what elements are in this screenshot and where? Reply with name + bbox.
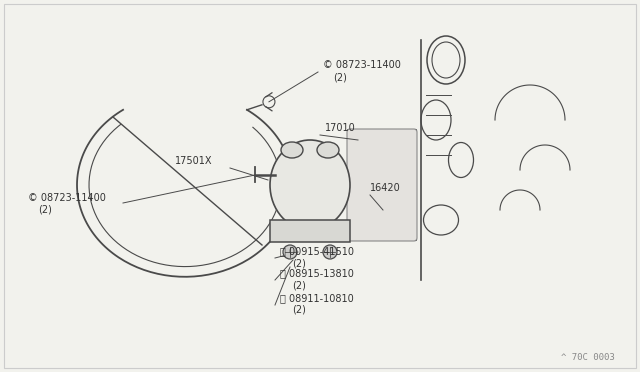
Text: Ⓚ 00915-41510: Ⓚ 00915-41510 <box>280 246 354 256</box>
Text: (2): (2) <box>292 280 306 290</box>
Text: 16420: 16420 <box>370 183 401 193</box>
Text: (2): (2) <box>333 72 347 82</box>
Text: 17501X: 17501X <box>175 156 212 166</box>
Circle shape <box>283 245 297 259</box>
Text: Ⓝ 08911-10810: Ⓝ 08911-10810 <box>280 293 354 303</box>
Text: 17010: 17010 <box>325 123 356 133</box>
Ellipse shape <box>281 142 303 158</box>
Bar <box>348 130 416 240</box>
Text: © 08723-11400: © 08723-11400 <box>28 193 106 203</box>
Text: © 08723-11400: © 08723-11400 <box>323 60 401 70</box>
Text: ^ 70C 0003: ^ 70C 0003 <box>561 353 615 362</box>
Ellipse shape <box>317 142 339 158</box>
FancyBboxPatch shape <box>347 129 417 241</box>
Text: (2): (2) <box>292 305 306 315</box>
Text: Ⓜ 08915-13810: Ⓜ 08915-13810 <box>280 268 354 278</box>
Ellipse shape <box>270 140 350 230</box>
Bar <box>270 220 350 242</box>
Text: (2): (2) <box>38 205 52 215</box>
Text: (2): (2) <box>292 258 306 268</box>
Circle shape <box>323 245 337 259</box>
